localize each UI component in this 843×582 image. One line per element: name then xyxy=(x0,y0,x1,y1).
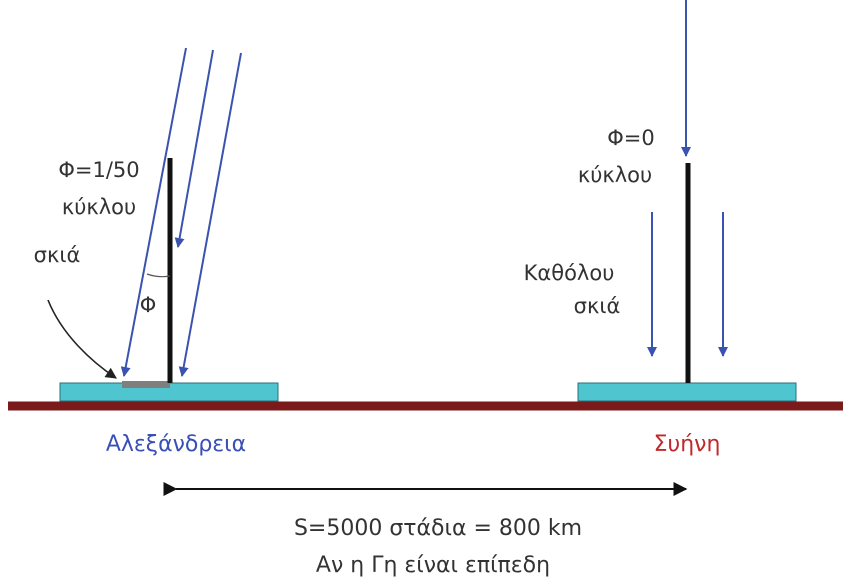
alexandria-city-name: Αλεξάνδρεια xyxy=(106,432,246,457)
alexandria-sun-ray-1 xyxy=(120,47,187,377)
angle-phi-symbol: Φ xyxy=(140,293,157,317)
syene-angle-label-line2: κύκλου xyxy=(578,163,652,187)
syene-no-shadow-line1: Καθόλου xyxy=(524,261,615,285)
alexandria-shadow xyxy=(122,381,170,388)
shadow-pointer-arrow xyxy=(47,299,117,379)
caption: Αν η Γη είναι επίπεδη xyxy=(316,553,550,578)
alexandria-sun-ray-3 xyxy=(178,52,242,377)
alexandria-angle-label-line2: κύκλου xyxy=(62,195,136,219)
alexandria-sun-ray-2 xyxy=(174,49,214,248)
alexandria-shadow-label: σκιά xyxy=(34,243,81,267)
syene-city-name: Συήνη xyxy=(654,432,721,457)
syene-base xyxy=(577,382,797,402)
alexandria-angle-label-line1: Φ=1/50 xyxy=(58,158,139,182)
syene-angle-label-line1: Φ=0 xyxy=(607,126,655,150)
syene-no-shadow-line2: σκιά xyxy=(574,294,621,318)
angle-phi-arc xyxy=(146,273,171,278)
distance-label: S=5000 στάδια = 800 km xyxy=(294,516,582,541)
